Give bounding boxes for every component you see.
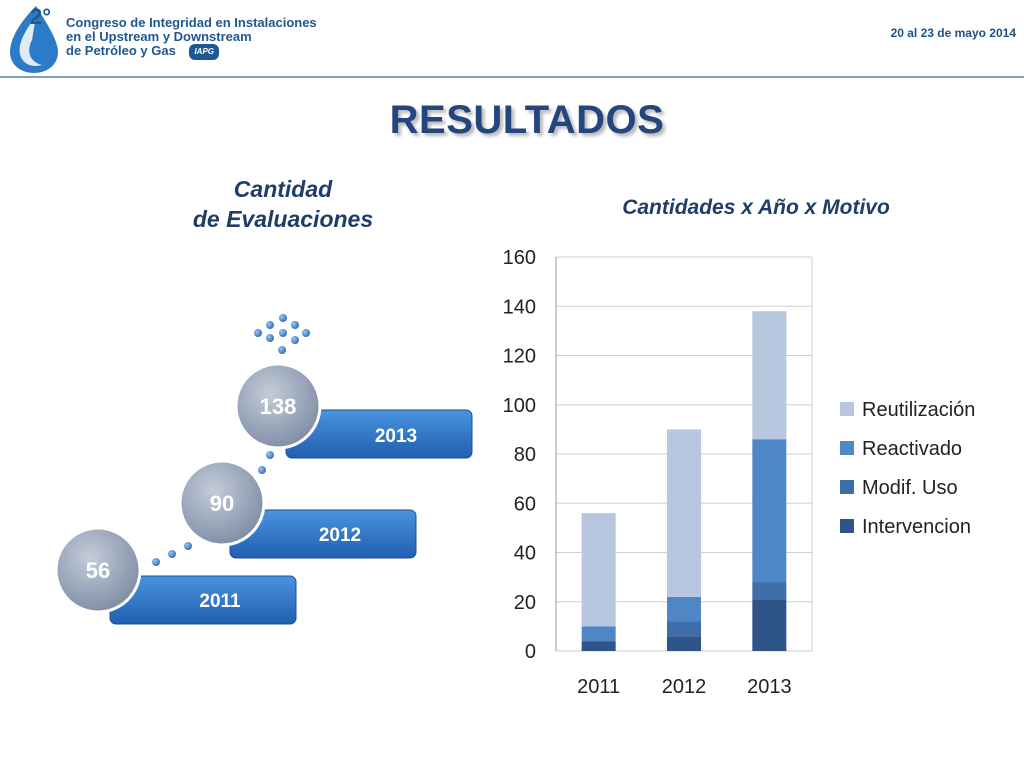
y-axis-ticks: 0 20 40 60 80 100 120 140 160 <box>503 247 536 663</box>
bar-2011-reactivado <box>581 626 616 642</box>
left-title-line-2: de Evaluaciones <box>192 206 374 232</box>
event-date: 20 al 23 de mayo 2014 <box>890 26 1016 40</box>
count-2012: 90 <box>210 491 234 516</box>
evaluation-item-2013: 2013 138 <box>234 362 473 459</box>
evaluation-item-2011: 2011 56 <box>54 526 297 625</box>
bar-2012-reutilizaci-n <box>667 429 701 597</box>
bar-2012-modif-uso <box>667 621 701 637</box>
evaluation-item-2012: 2012 90 <box>178 459 417 559</box>
y-tick-label-160: 160 <box>503 247 536 269</box>
org-line-3: de Petróleo y Gas <box>66 43 176 58</box>
chart-title: Cantidades x Año x Motivo <box>622 196 890 219</box>
header: 2° Congreso de Integridad en Instalacion… <box>0 0 1024 78</box>
y-tick-label-120: 120 <box>503 346 536 368</box>
legend-swatch-intervencion <box>840 519 854 533</box>
x-axis-ticks: 2011 2012 2013 <box>577 676 791 698</box>
legend-label-modif-uso: Modif. Uso <box>862 477 958 499</box>
org-line-3-row: de Petróleo y Gas IAPG <box>66 44 317 60</box>
y-tick-label-100: 100 <box>503 395 536 417</box>
bar-2013-reactivado <box>752 439 787 583</box>
y-tick-label-140: 140 <box>503 296 536 318</box>
y-tick-label-80: 80 <box>514 444 536 466</box>
page-title: RESULTADOS <box>389 98 665 142</box>
left-title-line-1: Cantidad <box>233 176 333 202</box>
legend-swatch-modif-uso <box>840 480 854 494</box>
count-2011: 56 <box>86 558 110 583</box>
y-tick-label-0: 0 <box>525 641 536 663</box>
congress-logo: 2° <box>10 4 58 73</box>
dots-2011-2012 <box>152 542 192 566</box>
dots-2012-2013 <box>258 451 274 474</box>
legend-swatch-reactivado <box>840 441 854 455</box>
dots-top-cluster <box>254 314 310 354</box>
stacked-bar-chart: 0 20 40 60 80 100 120 140 160 2011 2012 2013 Reuti… <box>503 247 976 698</box>
legend-label-reactivado: Reactivado <box>862 438 962 460</box>
x-tick-label-2013: 2013 <box>747 676 792 698</box>
org-line-2: en el Upstream y Downstream <box>66 29 252 44</box>
bar-2012-reactivado <box>667 596 701 622</box>
y-tick-label-20: 20 <box>514 592 536 614</box>
logo-number: 2° <box>30 4 51 29</box>
left-panel-title: Cantidad de Evaluaciones <box>150 174 416 234</box>
legend-swatch-reutilizaci-n <box>840 402 854 416</box>
x-tick-label-2012: 2012 <box>662 676 707 698</box>
iapg-badge: IAPG <box>189 44 220 60</box>
y-tick-label-40: 40 <box>514 543 536 565</box>
bar-2013-intervencion <box>752 599 787 651</box>
bar-2013-reutilizaci-n <box>752 311 787 440</box>
chart-legend: Reutilización Reactivado Modif. Uso Interve… <box>840 399 975 538</box>
legend-label-intervencion: Intervencion <box>862 516 971 538</box>
year-label-2013: 2013 <box>375 426 417 447</box>
bar-2011-intervencion <box>581 641 616 651</box>
y-tick-label-60: 60 <box>514 493 536 515</box>
bar-2013-modif-uso <box>752 582 787 600</box>
bar-2012-intervencion <box>667 636 701 651</box>
count-2013: 138 <box>260 394 297 419</box>
evaluations-infographic: 2013 138 2012 90 2011 56 <box>54 314 473 625</box>
header-divider <box>0 76 1024 78</box>
chart-bars <box>581 311 787 651</box>
organization-title: Congreso de Integridad en Instalaciones … <box>66 16 317 60</box>
bar-2011-reutilizaci-n <box>581 513 616 627</box>
org-line-1: Congreso de Integridad en Instalaciones <box>66 15 317 30</box>
x-tick-label-2011: 2011 <box>577 676 620 698</box>
year-label-2012: 2012 <box>319 525 361 546</box>
legend-label-reutilizaci-n: Reutilización <box>862 399 975 421</box>
year-label-2011: 2011 <box>199 591 241 612</box>
